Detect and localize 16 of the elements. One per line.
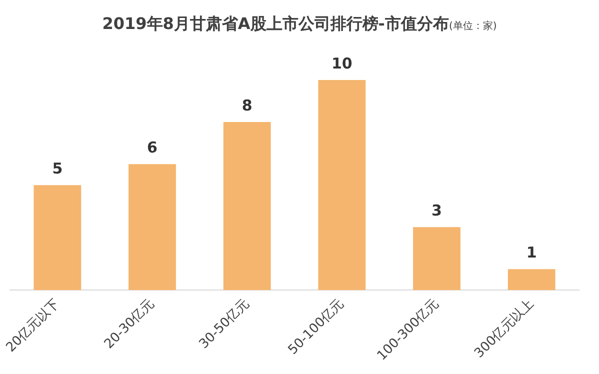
data-label: 1	[526, 244, 537, 262]
data-label: 6	[147, 138, 158, 156]
chart-title: 2019年8月甘肃省A股上市公司排行榜-市值分布	[102, 14, 449, 33]
data-label: 8	[242, 96, 252, 114]
data-label: 5	[52, 159, 63, 178]
chart-subtitle: (单位：家)	[448, 21, 497, 32]
bar	[508, 269, 556, 290]
x-tick-label: 300亿元以上	[472, 296, 537, 362]
data-label: 10	[331, 54, 352, 72]
bar	[128, 164, 176, 290]
data-label: 3	[432, 202, 442, 220]
bar	[223, 122, 271, 290]
bar	[413, 227, 460, 290]
bar	[318, 80, 366, 290]
x-tick-label: 20亿元以下	[4, 296, 63, 356]
bar	[34, 185, 82, 290]
